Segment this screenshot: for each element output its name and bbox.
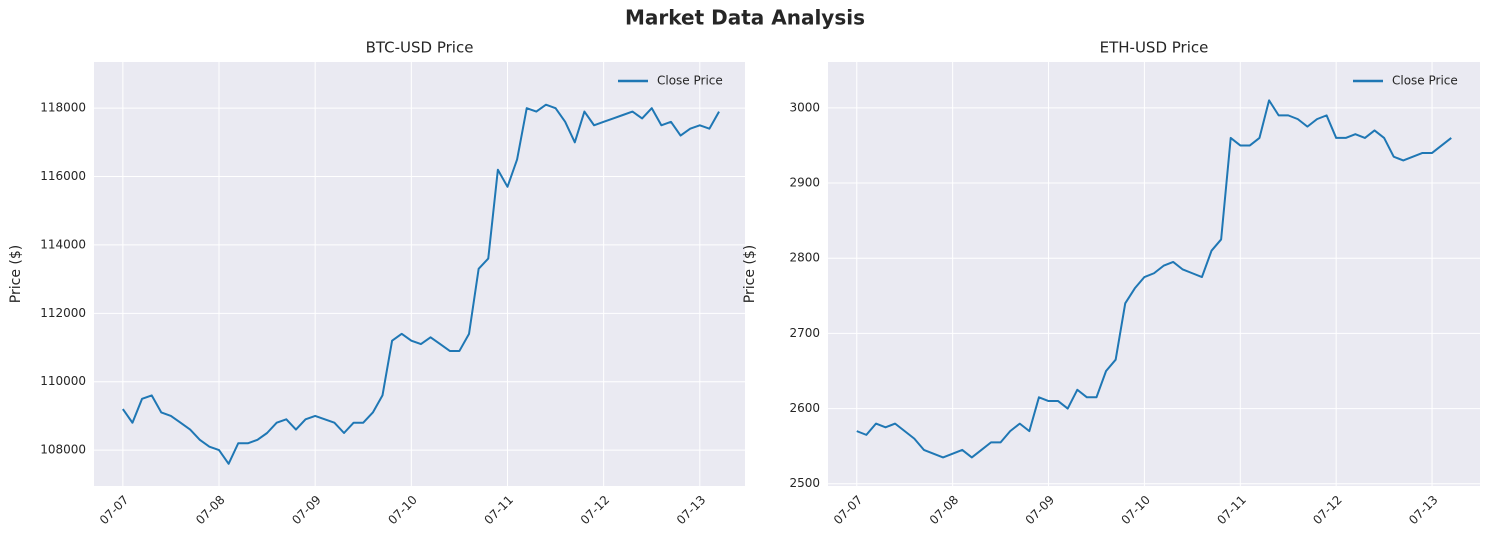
x-tick-label: 07-08 — [927, 493, 962, 528]
subplot: 108000 110000 112000 114000 116000 118000 07-0… — [8, 39, 745, 528]
y-tick-label: 118000 — [40, 101, 86, 115]
legend-label: Close Price — [1392, 74, 1458, 88]
plot-area — [94, 62, 745, 486]
y-tick-label: 3000 — [789, 100, 820, 114]
x-tick-label: 07-11 — [482, 493, 517, 528]
price-line — [856, 99, 1452, 459]
x-tick-label: 07-09 — [1023, 493, 1058, 528]
x-tick-label: 07-11 — [1214, 493, 1249, 528]
x-tick-label: 07-10 — [1118, 493, 1153, 528]
y-tick-label: 2700 — [789, 326, 820, 340]
x-tick-label: 07-12 — [1310, 493, 1345, 528]
x-tick-label: 07-12 — [578, 493, 613, 528]
x-tick-label: 07-09 — [289, 493, 324, 528]
x-tick-label: 07-08 — [193, 493, 228, 528]
y-tick-label: 108000 — [40, 443, 86, 457]
y-tick-label: 2900 — [789, 176, 820, 190]
figure-title: Market Data Analysis — [625, 6, 865, 30]
legend-label: Close Price — [657, 74, 723, 88]
price-line — [122, 103, 720, 465]
y-tick-label: 110000 — [40, 374, 86, 388]
y-axis-label: Price ($) — [742, 245, 758, 303]
x-tick-label: 07-13 — [674, 493, 709, 528]
subplot-title: ETH-USD Price — [1100, 39, 1209, 57]
y-tick-label: 112000 — [40, 306, 86, 320]
x-tick-label: 07-10 — [385, 493, 420, 528]
x-tick-label: 07-07 — [831, 493, 866, 528]
y-axis-label: Price ($) — [8, 245, 24, 303]
subplot: 2500 2600 2700 2800 2900 3000 07-07 07-08 07-09 0… — [742, 39, 1480, 528]
y-tick-label: 2500 — [789, 476, 820, 490]
y-tick-label: 2800 — [789, 251, 820, 265]
x-tick-label: 07-07 — [97, 493, 132, 528]
y-tick-label: 2600 — [789, 401, 820, 415]
subplot-title: BTC-USD Price — [366, 39, 474, 57]
y-tick-label: 114000 — [40, 237, 86, 251]
y-tick-label: 116000 — [40, 169, 86, 183]
x-tick-label: 07-13 — [1406, 493, 1441, 528]
